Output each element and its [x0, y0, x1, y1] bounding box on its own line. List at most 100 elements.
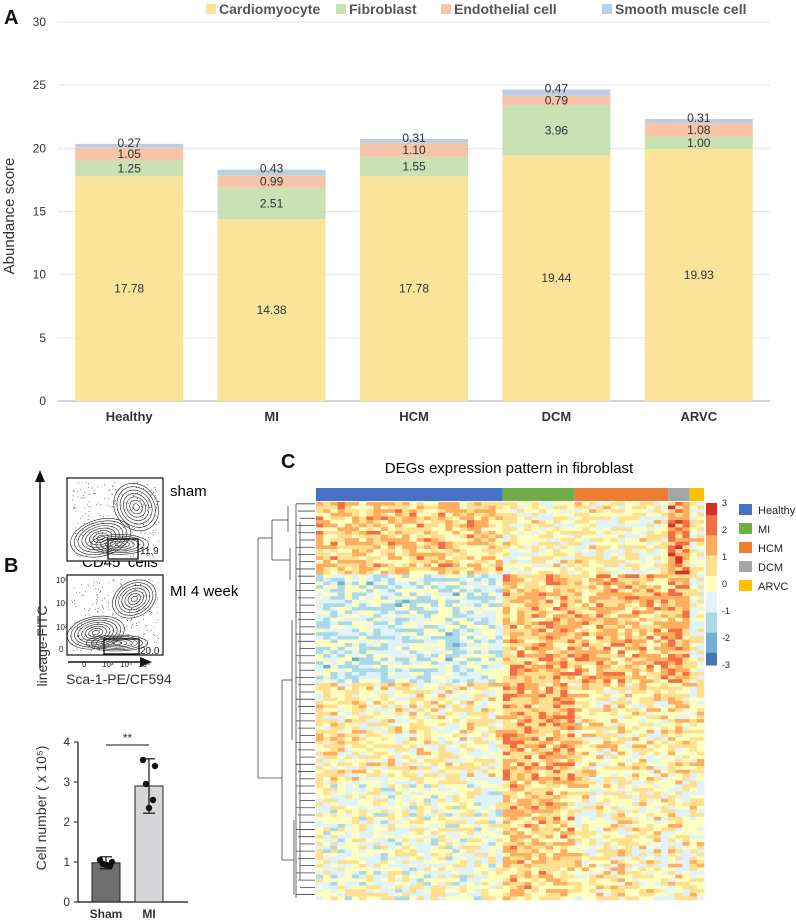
heatmap-cell [344, 740, 353, 745]
heatmap-cell [696, 635, 705, 640]
heatmap-cell [351, 628, 360, 633]
heatmap-cell [430, 776, 439, 781]
heatmap-cell [488, 748, 496, 752]
heatmap-cell [452, 628, 461, 633]
heatmap-cell [459, 603, 468, 608]
heatmap-cell [316, 530, 324, 535]
heatmap-cell [495, 773, 504, 778]
heatmap-cell [617, 556, 626, 561]
heatmap-cell [589, 588, 597, 593]
heatmap-cell [545, 711, 554, 716]
heatmap-cell [682, 520, 690, 525]
heatmap-cell [531, 766, 540, 771]
heatmap-cell [632, 679, 640, 684]
heatmap-cell [574, 599, 583, 604]
heatmap-cell [459, 729, 468, 734]
heatmap-cell [488, 686, 496, 691]
heatmap-cell [466, 729, 475, 734]
heatmap-cell [632, 726, 640, 731]
heatmap-cell [510, 588, 518, 593]
heatmap-cell [596, 556, 604, 561]
heatmap-cell [445, 766, 453, 771]
heatmap-cell [330, 744, 338, 749]
heatmap-cell [653, 733, 662, 738]
heatmap-cell [351, 668, 360, 673]
heatmap-cell [689, 751, 698, 756]
heatmap-cell [545, 520, 554, 525]
heatmap-cell [524, 729, 532, 734]
a-bar-HCM-Fibroblast [360, 156, 468, 177]
heatmap-cell [624, 729, 633, 734]
heatmap-cell [395, 505, 403, 510]
heatmap-cell [316, 701, 324, 705]
heatmap-cell [495, 755, 504, 760]
heatmap-cell [632, 577, 640, 582]
heatmap-cell [387, 729, 396, 734]
heatmap-cell [316, 592, 324, 597]
heatmap-cell [316, 682, 324, 687]
heatmap-cell [430, 733, 439, 738]
heatmap-cell [344, 653, 353, 658]
b-bars: Sham MI** [90, 731, 164, 920]
heatmap-cell [316, 661, 324, 666]
heatmap-cell [323, 625, 331, 629]
heatmap-cell [510, 701, 518, 705]
heatmap-cell [359, 690, 367, 695]
heatmap-cell [344, 559, 353, 564]
flow-sham-event [140, 532, 142, 534]
heatmap-cell [323, 773, 331, 778]
heatmap-cell [560, 704, 568, 709]
heatmap-cell [510, 693, 518, 698]
heatmap-cell [531, 740, 540, 745]
heatmap-cell [660, 530, 669, 535]
heatmap-cell [430, 675, 439, 680]
heatmap-cell [416, 545, 425, 550]
heatmap-cell [438, 567, 446, 572]
heatmap-cell [430, 509, 439, 514]
heatmap-cell [502, 567, 511, 572]
heatmap-cell [574, 643, 583, 648]
heatmap-cell [351, 740, 360, 745]
heatmap-cell [330, 701, 338, 705]
heatmap-cell [603, 661, 611, 666]
heatmap-cell [459, 773, 468, 778]
heatmap-cell [402, 530, 410, 535]
heatmap-cell [316, 726, 324, 731]
heatmap-cell [596, 552, 604, 557]
heatmap-cell [330, 751, 338, 756]
panel-b-flow-cytometry: CD45- cells lineage-FITC Sca-1-PE/CF594 … [34, 470, 239, 687]
heatmap-cell [603, 773, 611, 778]
flow-mi-contour-2-0 [85, 634, 148, 652]
heatmap-cell [632, 512, 640, 517]
flow-mi-event [132, 624, 134, 625]
heatmap-cell [445, 635, 453, 640]
heatmap-cell [344, 751, 353, 756]
flow-mi-event [106, 600, 108, 602]
heatmap-cell [538, 758, 547, 763]
heatmap-cell [495, 719, 504, 724]
heatmap-cell [624, 621, 633, 626]
heatmap-cell [589, 657, 597, 662]
heatmap-cell [682, 682, 690, 687]
heatmap-cell [466, 530, 475, 535]
heatmap-cell [366, 737, 374, 742]
heatmap-cell [366, 530, 374, 535]
heatmap-cell [603, 559, 611, 564]
heatmap-cell [632, 748, 640, 752]
heatmap-cell [359, 758, 367, 763]
heatmap-cell [481, 606, 489, 611]
heatmap-cell [481, 769, 489, 774]
flow-mi-event [84, 614, 86, 616]
heatmap-cell [553, 643, 561, 648]
heatmap-cell [574, 520, 583, 525]
heatmap-cell [603, 617, 611, 622]
heatmap-cell [416, 639, 425, 644]
heatmap-cell [581, 570, 590, 575]
heatmap-cell [430, 541, 439, 546]
heatmap-cell [668, 697, 676, 702]
heatmap-cell [524, 776, 532, 781]
heatmap-cell [574, 603, 583, 608]
heatmap-cell [380, 701, 389, 705]
heatmap-cell [474, 563, 482, 568]
